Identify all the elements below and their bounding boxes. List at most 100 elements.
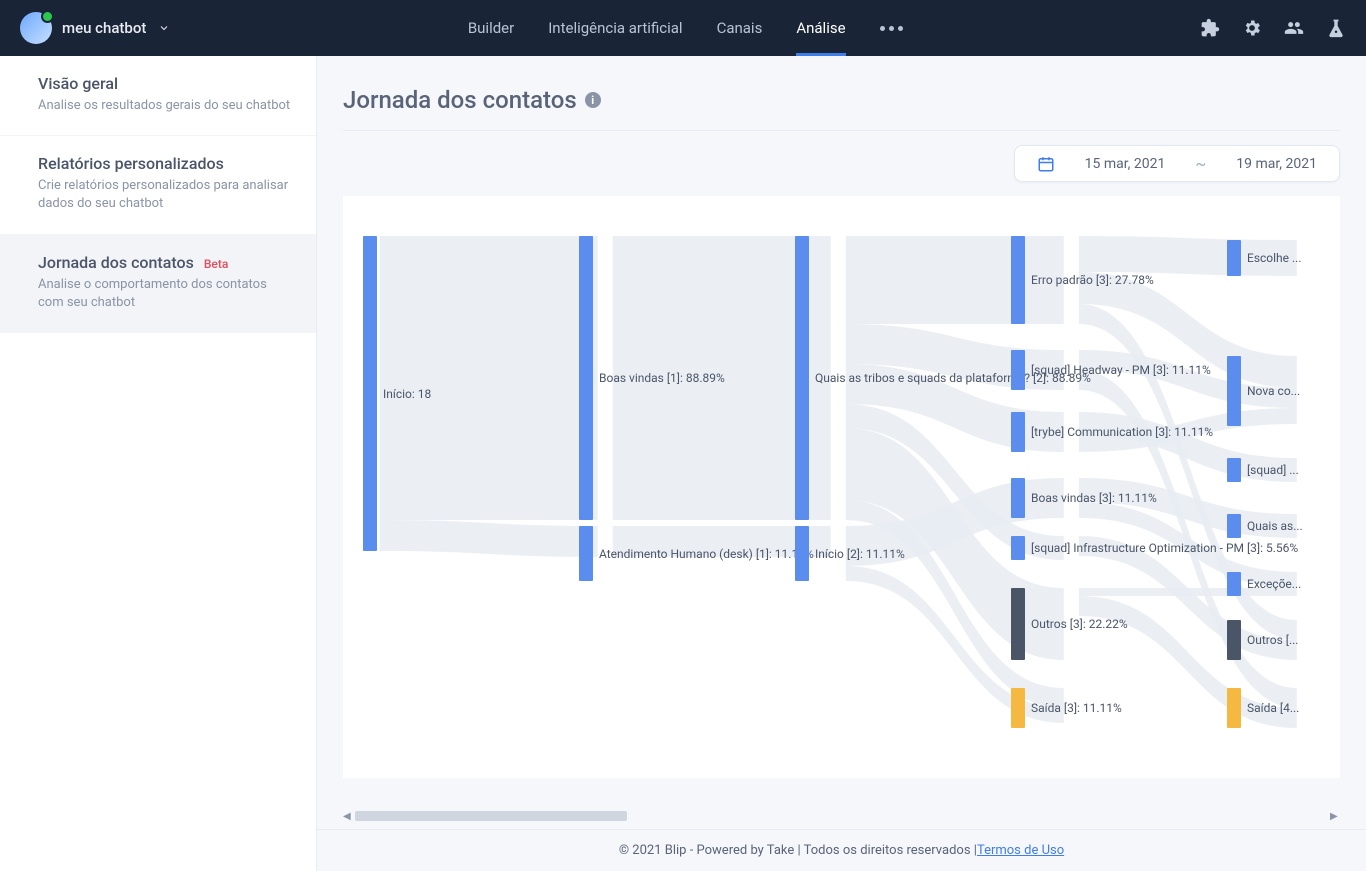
footer-text: © 2021 Blip - Powered by Take | Todos os… [619,843,977,858]
sankey-node[interactable]: Quais as... [1227,514,1241,538]
sankey-node-label: Nova co... [1247,384,1300,398]
scroll-track[interactable] [355,811,1328,821]
sankey-node[interactable]: Boas vindas [1]: 88.89% [579,236,593,520]
sankey-node[interactable]: Escolhe ... [1227,240,1241,276]
sankey-node-bar [1011,236,1025,324]
nav-link-analysis[interactable]: Análise [796,0,845,56]
sankey-node-label: Quais as... [1247,519,1303,533]
sidebar-item-title: Jornada dos contatos Beta [38,253,294,272]
sankey-node-label: Outros [3]: 22.22% [1031,617,1128,631]
sidebar-item-title: Relatórios personalizados [38,154,294,173]
nav-link-ai[interactable]: Inteligência artificial [548,0,682,56]
sankey-chart: Início: 18 Boas vindas [1]: 88.89% Atendim… [343,196,1340,778]
sankey-node-bar [1011,350,1025,390]
sankey-node-label: Boas vindas [3]: 11.11% [1031,491,1157,505]
date-from: 15 mar, 2021 [1085,156,1166,172]
sankey-node-bar [1011,536,1025,560]
sankey-node[interactable]: [squad] ... [1227,458,1241,482]
page-title: Jornada dos contatos i [343,86,1340,114]
nav-link-builder[interactable]: Builder [468,0,514,56]
beaker-icon[interactable] [1326,18,1346,38]
info-icon[interactable]: i [585,92,601,108]
scroll-right-arrow[interactable]: ▶ [1330,811,1340,822]
date-to: 19 mar, 2021 [1236,156,1317,172]
gear-icon[interactable] [1242,18,1262,38]
date-range-picker[interactable]: 15 mar, 2021 ~ 19 mar, 2021 [1014,145,1340,182]
sankey-node-bar [363,236,377,551]
sankey-node-bar [1227,620,1241,660]
horizontal-scrollbar[interactable]: ◀ ▶ [343,807,1340,825]
chevron-down-icon [158,19,170,38]
sankey-node[interactable]: Boas vindas [3]: 11.11% [1011,478,1025,518]
scroll-left-arrow[interactable]: ◀ [343,811,353,822]
page-title-text: Jornada dos contatos [343,86,577,114]
scroll-thumb[interactable] [355,811,627,821]
sankey-node-label: Início [2]: 11.11% [815,547,905,561]
sidebar-item-overview[interactable]: Visão geral Analise os resultados gerais… [0,56,316,136]
filter-row: 15 mar, 2021 ~ 19 mar, 2021 [317,131,1366,182]
team-icon[interactable] [1284,18,1304,38]
sankey-node-bar [1227,514,1241,538]
sidebar-item-title: Visão geral [38,74,294,93]
sankey-node-label: Saída [4... [1247,701,1299,715]
sankey-node-label: [squad] ... [1247,463,1299,477]
sankey-node[interactable]: Exceçõe... [1227,572,1241,596]
sankey-node-label: [squad] Headway - PM [3]: 11.11% [1031,363,1211,377]
sankey-node-label: Outros [... [1247,633,1298,647]
plugin-icon[interactable] [1200,18,1220,38]
nav-right [1200,18,1346,38]
sankey-node-label: Atendimento Humano (desk) [1]: 11.11% [599,547,814,561]
date-separator: ~ [1195,154,1206,173]
bot-name: meu chatbot [62,19,146,37]
sankey-node-bar [1227,688,1241,728]
top-navbar: meu chatbot Builder Inteligência artific… [0,0,1366,56]
sankey-node[interactable]: Início [2]: 11.11% [795,526,809,581]
sankey-node[interactable]: Nova co... [1227,356,1241,426]
sankey-node[interactable]: [squad] Headway - PM [3]: 11.11% [1011,350,1025,390]
sankey-node[interactable]: Saída [3]: 11.11% [1011,688,1025,728]
beta-badge: Beta [204,257,228,271]
sankey-node[interactable]: Atendimento Humano (desk) [1]: 11.11% [579,526,593,581]
sankey-node-bar [1011,588,1025,660]
sidebar: Visão geral Analise os resultados gerais… [0,56,317,871]
sankey-node-label: Erro padrão [3]: 27.78% [1031,273,1154,287]
bot-selector[interactable]: meu chatbot [20,12,170,44]
sidebar-item-journey[interactable]: Jornada dos contatos Beta Analise o comp… [0,235,316,333]
sidebar-item-title-text: Jornada dos contatos [38,253,194,272]
sankey-node-label: Início: 18 [383,387,431,401]
sankey-node[interactable]: [trybe] Communication [3]: 11.11% [1011,412,1025,452]
page-header: Jornada dos contatos i [343,56,1340,131]
sankey-node[interactable]: Outros [3]: 22.22% [1011,588,1025,660]
sankey-node-label: Boas vindas [1]: 88.89% [599,371,725,385]
calendar-icon [1037,155,1055,173]
sankey-node[interactable]: Quais as tribos e squads da plataforma? … [795,236,809,520]
nav-more-button[interactable] [880,26,903,31]
sankey-node-bar [1011,478,1025,518]
sankey-node-label: [squad] Infrastructure Optimization - PM… [1031,541,1298,555]
sidebar-item-sub: Analise o comportamento dos contatos com… [38,276,294,312]
sankey-nodes: Início: 18 Boas vindas [1]: 88.89% Atendim… [343,196,1340,778]
sidebar-item-sub: Analise os resultados gerais do seu chat… [38,97,294,115]
sankey-node-label: Escolhe ... [1247,251,1302,265]
footer: © 2021 Blip - Powered by Take | Todos os… [317,829,1366,871]
sankey-node[interactable]: [squad] Infrastructure Optimization - PM… [1011,536,1025,560]
sankey-node[interactable]: Outros [... [1227,620,1241,660]
sankey-node-bar [1011,688,1025,728]
sidebar-item-sub: Crie relatórios personalizados para anal… [38,177,294,213]
sankey-node-bar [795,526,809,581]
nav-center: Builder Inteligência artificial Canais A… [170,0,1200,56]
sankey-node[interactable]: Saída [4... [1227,688,1241,728]
bot-avatar [20,12,52,44]
sankey-node-bar [1011,412,1025,452]
sankey-node[interactable]: Erro padrão [3]: 27.78% [1011,236,1025,324]
nav-link-channels[interactable]: Canais [717,0,763,56]
sidebar-item-reports[interactable]: Relatórios personalizados Crie relatório… [0,136,316,234]
sankey-node-label: Exceçõe... [1247,577,1301,591]
sankey-node[interactable]: Início: 18 [363,236,377,551]
sankey-node-bar [1227,356,1241,426]
sankey-node-bar [1227,572,1241,596]
terms-link[interactable]: Termos de Uso [977,843,1064,858]
main-area: Jornada dos contatos i 15 mar, 2021 ~ 19… [317,56,1366,871]
sankey-node-bar [795,236,809,520]
sankey-node-bar [579,236,593,520]
